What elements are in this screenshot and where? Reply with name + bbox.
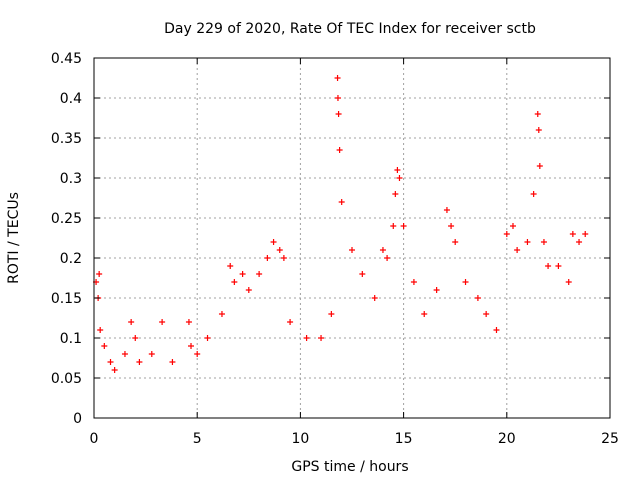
data-point	[227, 263, 234, 269]
data-point	[121, 351, 128, 357]
plot-frame	[93, 57, 611, 419]
y-tick-label: 0.4	[60, 91, 82, 107]
data-point	[433, 287, 440, 293]
data-point	[101, 343, 108, 349]
y-tick-label: 0.15	[51, 291, 82, 307]
data-point	[509, 223, 516, 229]
data-point	[338, 199, 345, 205]
data-point	[392, 191, 399, 197]
y-tick-label: 0.3	[60, 171, 82, 187]
data-point	[97, 327, 104, 333]
data-point	[188, 343, 195, 349]
data-point	[379, 247, 386, 253]
data-point	[384, 255, 391, 261]
data-point	[264, 255, 271, 261]
y-tick-label: 0.1	[60, 331, 82, 347]
y-tick-label: 0.25	[51, 211, 82, 227]
data-point	[148, 351, 155, 357]
data-point	[396, 175, 403, 181]
x-axis-ticks: 0 5 10 15 20 25	[90, 58, 619, 447]
data-point	[565, 279, 572, 285]
chart-title: Day 229 of 2020, Rate Of TEC Index for r…	[164, 21, 536, 37]
data-point	[576, 239, 583, 245]
data-point	[318, 335, 325, 341]
x-tick-label: 0	[90, 431, 99, 447]
data-point	[231, 279, 238, 285]
data-point	[336, 147, 343, 153]
y-axis-label: ROTI / TECUs	[6, 192, 22, 284]
data-point	[335, 111, 342, 117]
data-point	[204, 335, 211, 341]
data-point	[159, 319, 166, 325]
data-point	[448, 223, 455, 229]
data-point	[359, 271, 366, 277]
data-points	[93, 75, 589, 373]
data-point	[334, 95, 341, 101]
y-tick-label: 0.05	[51, 371, 82, 387]
data-point	[530, 191, 537, 197]
data-point	[582, 231, 589, 237]
data-point	[462, 279, 469, 285]
data-point	[185, 319, 192, 325]
data-point	[276, 247, 283, 253]
y-tick-label: 0.2	[60, 251, 82, 267]
data-point	[535, 127, 542, 133]
data-point	[394, 167, 401, 173]
y-tick-label: 0.35	[51, 131, 82, 147]
data-point	[245, 287, 252, 293]
data-point	[371, 295, 378, 301]
data-point	[169, 359, 176, 365]
data-point	[390, 223, 397, 229]
data-point	[524, 239, 531, 245]
x-tick-label: 25	[601, 431, 619, 447]
data-point	[270, 239, 277, 245]
grid-lines	[94, 58, 610, 418]
data-point	[218, 311, 225, 317]
data-point	[493, 327, 500, 333]
data-point	[443, 207, 450, 213]
data-point	[540, 239, 547, 245]
data-point	[536, 163, 543, 169]
x-axis-label: GPS time / hours	[291, 459, 408, 475]
x-tick-label: 5	[193, 431, 202, 447]
data-point	[128, 319, 135, 325]
y-tick-label: 0.45	[51, 51, 82, 67]
data-point	[96, 271, 103, 277]
data-point	[303, 335, 310, 341]
data-point	[452, 239, 459, 245]
data-point	[555, 263, 562, 269]
x-tick-label: 20	[498, 431, 516, 447]
data-point	[280, 255, 287, 261]
data-point	[421, 311, 428, 317]
data-point	[334, 75, 341, 81]
data-point	[474, 295, 481, 301]
y-axis-ticks: 0 0.05 0.1 0.15 0.2 0.25 0.3 0.35 0.4 0.45	[51, 51, 610, 427]
data-point	[328, 311, 335, 317]
data-point	[483, 311, 490, 317]
data-point	[111, 367, 118, 373]
data-point	[287, 319, 294, 325]
y-tick-label: 0	[73, 411, 82, 427]
data-point	[349, 247, 355, 253]
x-tick-label: 15	[395, 431, 413, 447]
data-point	[534, 111, 541, 117]
data-point	[545, 263, 552, 269]
data-point	[514, 247, 521, 253]
data-point	[400, 223, 407, 229]
data-point	[107, 359, 114, 365]
x-tick-label: 10	[291, 431, 309, 447]
data-point	[503, 231, 510, 237]
data-point	[194, 351, 201, 357]
data-point	[256, 271, 263, 277]
data-point	[136, 359, 143, 365]
data-point	[569, 231, 576, 237]
data-point	[410, 279, 417, 285]
data-point	[239, 271, 246, 277]
data-point	[132, 335, 139, 341]
